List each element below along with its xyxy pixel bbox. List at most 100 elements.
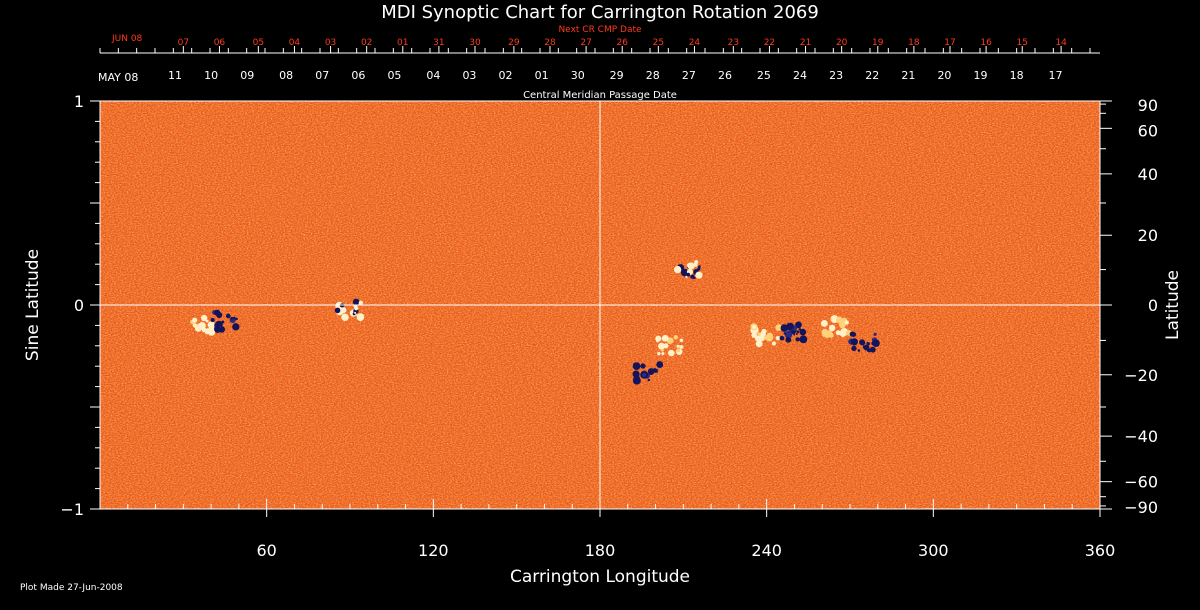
region-blob	[850, 338, 858, 346]
cmp-date-label: 20	[937, 69, 951, 82]
cmp-date-label: 23	[829, 69, 843, 82]
y-right-tick-label: −60	[1124, 473, 1158, 492]
region-blob	[661, 337, 665, 341]
region-blob	[786, 322, 794, 330]
chart-title: MDI Synoptic Chart for Carrington Rotati…	[381, 2, 819, 23]
region-blob	[779, 335, 785, 341]
next-cr-date-label: 17	[944, 38, 955, 48]
active-region	[632, 361, 664, 385]
cmp-date-label: 21	[901, 69, 915, 82]
region-blob	[771, 341, 776, 346]
cmp-date-label: 01	[535, 69, 549, 82]
cmp-date-label: 19	[974, 69, 988, 82]
region-blob	[755, 340, 763, 348]
region-blob	[656, 361, 664, 368]
cmp-date-label: 27	[682, 69, 696, 82]
region-blob	[214, 325, 222, 333]
region-blob	[828, 324, 836, 332]
cmp-date-label: 05	[387, 69, 401, 82]
cmp-date-label: 04	[426, 69, 440, 82]
region-blob	[661, 352, 665, 356]
region-blob	[799, 328, 807, 336]
next-cr-date-label: 07	[178, 38, 189, 48]
region-blob	[760, 331, 766, 338]
y-axis-left: 1 0 −1	[60, 92, 100, 519]
cmp-date-label: 26	[718, 69, 732, 82]
active-region	[210, 309, 240, 333]
x-tick-label: 360	[1085, 541, 1116, 560]
next-cr-label: Next CR CMP Date	[558, 25, 642, 35]
region-blob	[860, 340, 866, 346]
region-blob	[866, 341, 870, 346]
region-blob	[799, 335, 808, 344]
region-blob	[828, 332, 834, 338]
region-blob	[192, 317, 198, 323]
region-blob	[339, 303, 345, 308]
region-blob	[652, 368, 658, 373]
cmp-start-label: MAY 08	[98, 71, 138, 84]
region-blob	[211, 324, 215, 328]
region-blob	[679, 338, 684, 343]
region-blob	[655, 335, 662, 342]
region-blob	[667, 349, 675, 357]
region-blob	[214, 309, 221, 316]
region-blob	[824, 332, 830, 338]
region-blob	[838, 321, 846, 329]
region-blob	[798, 328, 802, 331]
y-axis-left-label: Sine Latitude	[23, 249, 43, 361]
region-blob	[835, 330, 841, 336]
next-cr-date-label: 02	[361, 38, 372, 48]
y-right-tick-label: 40	[1138, 165, 1158, 184]
region-blob	[679, 344, 684, 349]
cmp-date-label: 18	[1010, 69, 1024, 82]
x-tick-label: 180	[585, 541, 616, 560]
cmp-date-label: 28	[646, 69, 660, 82]
cmp-date-label: 11	[168, 69, 182, 82]
cmp-date-label: 02	[499, 69, 513, 82]
region-blob	[210, 317, 215, 323]
region-blob	[685, 275, 688, 279]
region-blob	[649, 371, 654, 376]
region-blob	[676, 344, 680, 348]
next-cr-date-label: 25	[653, 38, 664, 48]
next-cr-date-label: 14	[1055, 38, 1067, 48]
y-left-tick-label: −1	[60, 500, 84, 519]
region-blob	[358, 300, 364, 305]
active-region	[673, 260, 703, 280]
cmp-date-label: 10	[204, 69, 218, 82]
y-axis-right-label: Latitude	[1163, 270, 1183, 340]
next-cr-date-label: 03	[325, 38, 336, 48]
region-blob	[221, 320, 225, 324]
next-cr-date-label: 04	[289, 38, 301, 48]
next-cr-date-label: 22	[764, 38, 775, 48]
region-blob	[820, 320, 828, 327]
y-axis-right: 90 60 40 20 0 −20 −40 −60 −90	[1100, 96, 1158, 517]
region-blob	[676, 348, 681, 353]
region-blob	[844, 320, 849, 325]
region-blob	[751, 332, 757, 338]
y-right-tick-label: −90	[1124, 498, 1158, 517]
region-blob	[632, 370, 640, 378]
cmp-date-label: 30	[571, 69, 585, 82]
region-blob	[356, 313, 365, 321]
region-blob	[784, 330, 793, 339]
cmp-date-label: 06	[351, 69, 365, 82]
next-cr-date-label: 24	[689, 38, 701, 48]
region-blob	[235, 317, 238, 321]
region-blob	[673, 335, 678, 340]
region-blob	[192, 323, 198, 328]
region-blob	[673, 265, 682, 274]
region-blob	[830, 318, 833, 321]
next-cr-date-label: 06	[214, 38, 226, 48]
x-axis-label: Carrington Longitude	[510, 567, 690, 587]
region-blob	[647, 378, 651, 382]
next-cr-date-label: 05	[253, 38, 264, 48]
y-right-tick-label: 20	[1138, 226, 1158, 245]
next-cr-date-label: 15	[1016, 38, 1027, 48]
region-blob	[352, 298, 360, 306]
region-blob	[783, 332, 787, 335]
region-blob	[872, 339, 880, 347]
region-blob	[642, 372, 647, 378]
region-blob	[354, 306, 359, 311]
region-blob	[795, 332, 798, 335]
